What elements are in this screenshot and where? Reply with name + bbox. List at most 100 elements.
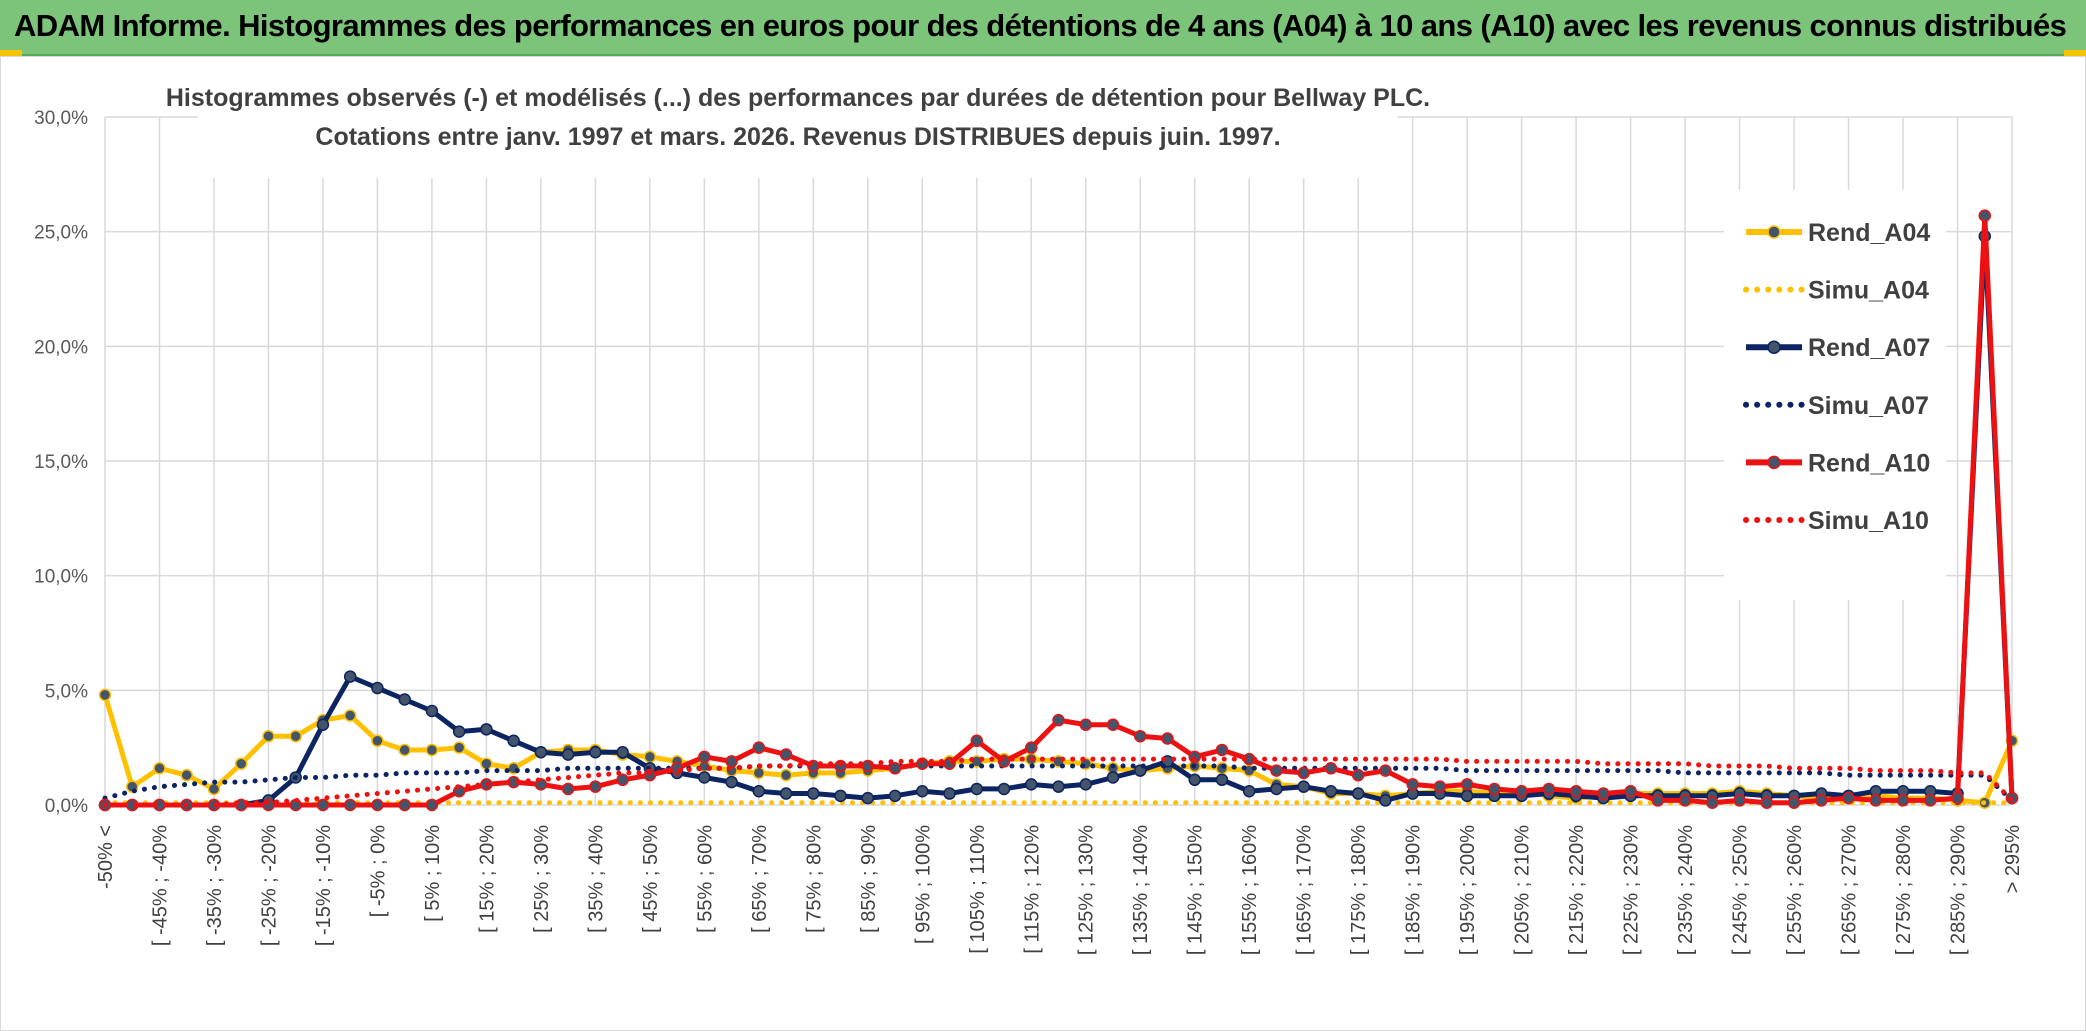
legend-label-rend_a10: Rend_A10 (1808, 449, 1930, 477)
y-tick-label: 30,0% (34, 108, 88, 129)
point-rend_a07 (888, 789, 902, 803)
point-rend_a10 (1597, 787, 1610, 800)
point-rend_a10 (725, 755, 738, 768)
x-tick-label: [ 15% ; 20% (476, 825, 498, 933)
point-rend_a04 (752, 766, 766, 780)
point-rend_a07 (1460, 789, 1474, 803)
point-rend_a10 (561, 782, 575, 796)
x-tick-label: [ 195% ; 200% (1457, 825, 1479, 955)
x-tick-label: [ 85% ; 90% (858, 825, 880, 933)
x-tick-label: [ 35% ; 40% (585, 825, 607, 933)
point-rend_a10 (1079, 718, 1092, 731)
histogram-chart: 0,0% 5,0% 10,0% 15,0% 20,0% 25,0% 30,0% -50% <… (0, 56, 2086, 1031)
point-rend_a10 (1760, 796, 1774, 809)
x-tick-label: [ -15% ; -10% (313, 825, 335, 946)
x-tick-label: > 295% (2002, 825, 2024, 894)
x-tick-label: [ 225% ; 230% (1621, 825, 1643, 955)
point-rend_a04 (98, 688, 112, 702)
x-tick-label: [ 155% ; 160% (1239, 825, 1261, 955)
corner-accent-left (0, 50, 22, 56)
point-rend_a10 (1624, 784, 1637, 798)
x-tick-label: [ 215% ; 220% (1566, 825, 1588, 955)
point-rend_a07 (398, 693, 411, 706)
point-rend_a10 (1815, 794, 1828, 807)
x-tick-label: [ 205% ; 210% (1512, 825, 1534, 955)
point-rend_a07 (616, 746, 629, 759)
point-rend_a10 (1324, 762, 1338, 775)
point-rend_a07 (1079, 778, 1092, 791)
x-tick-label: [ -45% ; -40% (149, 825, 171, 946)
point-rend_a07 (1106, 771, 1120, 784)
point-rend_a10 (888, 762, 902, 775)
point-rend_a10 (1869, 794, 1883, 807)
point-rend_a10 (316, 798, 330, 812)
point-rend_a10 (698, 750, 711, 764)
point-rend_a07 (1270, 782, 1283, 796)
point-rend_a04 (425, 743, 439, 757)
chart-title-line1: Histogrammes observés (-) et modélisés (… (166, 84, 1430, 112)
point-rend_a07 (1379, 794, 1392, 807)
y-tick-label: 0,0% (45, 796, 88, 817)
x-tick-label: [ 185% ; 190% (1403, 825, 1425, 955)
x-tick-label: [ 105% ; 110% (967, 825, 989, 954)
point-rend_a07 (861, 791, 875, 805)
legend-marker (1767, 225, 1781, 239)
point-rend_a10 (1406, 778, 1419, 791)
point-rend_a07 (1025, 778, 1038, 791)
point-rend_a04 (643, 750, 657, 764)
y-tick-label: 15,0% (34, 452, 88, 473)
point-rend_a04 (234, 757, 248, 770)
chart-title-line2: Cotations entre janv. 1997 et mars. 2026… (315, 123, 1280, 151)
x-tick-label: [ 135% ; 140% (1130, 825, 1152, 955)
point-rend_a10 (343, 798, 357, 812)
point-rend_a04 (452, 741, 466, 754)
legend-label-rend_a07: Rend_A07 (1808, 334, 1930, 362)
point-rend_a07 (1242, 784, 1256, 798)
point-rend_a07 (997, 782, 1011, 796)
point-rend_a04 (207, 782, 221, 796)
point-rend_a07 (534, 746, 548, 759)
x-tick-label: [ 95% ; 100% (912, 825, 934, 944)
point-rend_a10 (1106, 718, 1120, 731)
x-tick-label: [ 55% ; 60% (694, 825, 716, 933)
x-tick-label: [ -35% ; -30% (204, 825, 226, 946)
point-rend_a10 (1052, 713, 1065, 727)
point-rend_a07 (452, 725, 466, 738)
x-tick-label: [ 115% ; 120% (1021, 825, 1043, 954)
point-rend_a07 (779, 787, 793, 800)
x-tick-label: [ 5% ; 10% (422, 825, 444, 922)
x-tick-label: [ 75% ; 80% (803, 825, 825, 933)
point-rend_a10 (779, 748, 793, 761)
x-tick-label: [ 285% ; 290% (1948, 825, 1970, 955)
x-tick-label: [ 65% ; 70% (749, 825, 771, 933)
point-rend_a10 (1951, 791, 1964, 805)
point-rend_a04 (779, 768, 793, 782)
point-rend_a10 (371, 798, 384, 812)
point-rend_a10 (1569, 784, 1583, 798)
y-tick-label: 25,0% (34, 223, 88, 244)
point-rend_a07 (970, 782, 984, 796)
x-tick-label: [ 145% ; 150% (1185, 825, 1207, 955)
x-tick-label: [ 25% ; 30% (531, 825, 553, 933)
point-rend_a07 (371, 681, 384, 695)
report-banner: ADAM Informe. Histogrammes des performan… (0, 0, 2086, 56)
point-rend_a07 (589, 746, 602, 759)
point-rend_a04 (180, 768, 193, 782)
point-rend_a10 (1488, 782, 1501, 796)
point-rend_a07 (1351, 787, 1365, 800)
point-rend_a10 (1733, 794, 1746, 807)
point-rend_a07 (425, 704, 439, 718)
point-rend_a04 (343, 709, 357, 722)
y-tick-label: 5,0% (45, 681, 88, 702)
point-rend_a04 (371, 734, 384, 748)
point-rend_a10 (1351, 768, 1365, 782)
corner-accent-right (2064, 50, 2086, 56)
point-rend_a07 (1052, 780, 1065, 793)
point-rend_a10 (1896, 794, 1910, 807)
legend-label-rend_a04: Rend_A04 (1808, 219, 1930, 247)
point-rend_a07 (807, 787, 820, 800)
point-rend_a10 (1706, 796, 1719, 809)
x-tick-label: [ 255% ; 260% (1784, 825, 1806, 955)
point-rend_a10 (1842, 791, 1855, 805)
point-rend_a07 (1188, 773, 1201, 787)
